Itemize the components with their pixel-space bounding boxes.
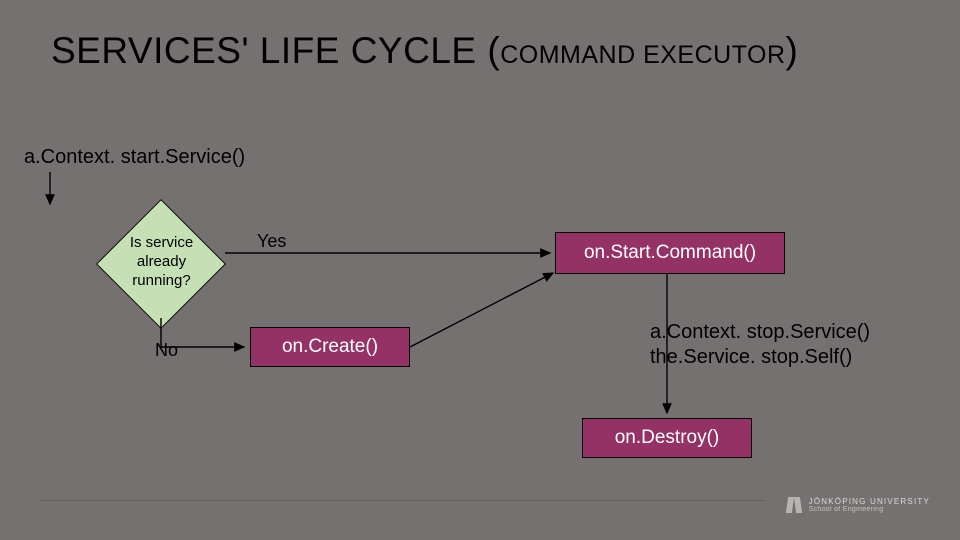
yes-label: Yes: [257, 231, 286, 252]
footer-text: JÖNKÖPING UNIVERSITY School of Engineeri…: [809, 497, 930, 514]
decision-text: Is service already running?: [124, 234, 199, 290]
title-main: SERVICES' LIFE CYCLE (: [51, 30, 500, 71]
footer-line2: School of Engineering: [809, 506, 930, 514]
oncreate-node: on.Create(): [250, 327, 410, 367]
oncreate-text: on.Create(): [282, 336, 378, 358]
university-logo-icon: [787, 497, 801, 513]
ondestroy-text: on.Destroy(): [615, 427, 720, 449]
title-sub: COMMAND EXECUTOR: [500, 41, 785, 69]
footer-logo: JÖNKÖPING UNIVERSITY School of Engineeri…: [787, 497, 930, 514]
footer-line1: JÖNKÖPING UNIVERSITY: [809, 497, 930, 506]
decision-text-content: Is service already running?: [130, 234, 193, 289]
no-label: No: [155, 340, 178, 361]
footer-divider: [40, 500, 765, 501]
ondestroy-node: on.Destroy(): [582, 418, 752, 458]
start-label: a.Context. start.Service(): [24, 146, 245, 169]
stop-label: a.Context. stop.Service() the.Service. s…: [650, 320, 870, 370]
page-title: SERVICES' LIFE CYCLE (COMMAND EXECUTOR): [51, 30, 798, 72]
title-close: ): [786, 30, 799, 71]
onstartcommand-node: on.Start.Command(): [555, 232, 785, 274]
onstartcommand-text: on.Start.Command(): [584, 242, 756, 264]
